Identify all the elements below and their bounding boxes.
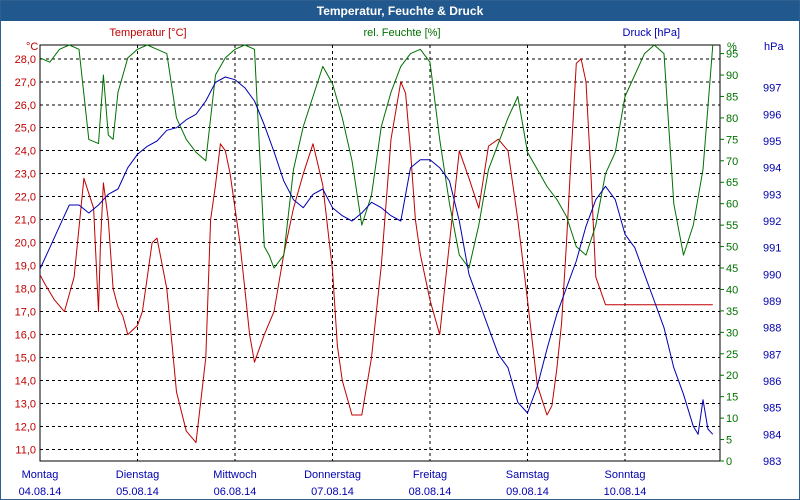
humidity-tick-label: 20 xyxy=(726,370,738,382)
pressure-tick-label: 991 xyxy=(763,243,781,255)
humidity-tick-label: 65 xyxy=(726,177,738,189)
humidity-tick-label: 90 xyxy=(726,70,738,82)
humidity-tick-label: 40 xyxy=(726,284,738,296)
pressure-unit: hPa xyxy=(764,41,784,53)
pressure-tick-label: 987 xyxy=(763,349,781,361)
pressure-tick-label: 995 xyxy=(763,136,781,148)
temperature-axis-title: Temperatur [°C] xyxy=(109,27,186,39)
temperature-tick-label: 19,0 xyxy=(15,261,36,273)
humidity-series-line xyxy=(39,44,714,269)
humidity-tick-label: 50 xyxy=(726,242,738,254)
pressure-tick-label: 994 xyxy=(763,163,781,175)
temperature-tick-label: 15,0 xyxy=(15,353,36,365)
humidity-tick-label: 60 xyxy=(726,199,738,211)
humidity-tick-label: 25 xyxy=(726,349,738,361)
pressure-tick-label: 985 xyxy=(763,403,781,415)
day-date-label: 06.08.14 xyxy=(214,486,257,498)
humidity-tick-label: 45 xyxy=(726,263,738,275)
humidity-tick-label: 35 xyxy=(726,306,738,318)
humidity-tick-label: 5 xyxy=(726,435,732,447)
day-name-label: Montag xyxy=(22,469,59,481)
humidity-tick-label: 80 xyxy=(726,113,738,125)
pressure-tick-label: 984 xyxy=(763,429,781,441)
temperature-tick-label: 28,0 xyxy=(15,54,36,66)
humidity-tick-label: 15 xyxy=(726,392,738,404)
pressure-tick-label: 986 xyxy=(763,376,781,388)
day-name-label: Samstag xyxy=(506,469,549,481)
temperature-tick-label: 16,0 xyxy=(15,330,36,342)
day-date-label: 10.08.14 xyxy=(604,486,647,498)
humidity-axis-title: rel. Feuchte [%] xyxy=(363,27,440,39)
plot-area xyxy=(39,44,721,462)
temperature-tick-label: 20,0 xyxy=(15,238,36,250)
day-name-label: Sonntag xyxy=(605,469,646,481)
day-date-label: 07.08.14 xyxy=(311,486,354,498)
window-title: Temperatur, Feuchte & Druck xyxy=(1,1,799,21)
pressure-tick-label: 992 xyxy=(763,216,781,228)
humidity-tick-label: 30 xyxy=(726,327,738,339)
temperature-tick-label: 25,0 xyxy=(15,123,36,135)
temperature-tick-label: 14,0 xyxy=(15,376,36,388)
day-name-label: Dienstag xyxy=(116,469,159,481)
temperature-tick-label: 21,0 xyxy=(15,215,36,227)
pressure-series-line xyxy=(39,76,714,435)
axes-group: 11,0 12,0 13,0 14,0 15,0 16,0 17,0 18,0 19,0 20,0… xyxy=(15,49,782,498)
day-date-label: 05.08.14 xyxy=(116,486,159,498)
pressure-axis-title: Druck [hPa] xyxy=(623,27,680,39)
humidity-tick-label: 55 xyxy=(726,220,738,232)
humidity-tick-label: 0 xyxy=(726,456,732,468)
temperature-tick-label: 17,0 xyxy=(15,307,36,319)
grid xyxy=(40,45,720,461)
pressure-tick-label: 997 xyxy=(763,83,781,95)
humidity-tick-label: 85 xyxy=(726,91,738,103)
day-date-label: 08.08.14 xyxy=(409,486,452,498)
temperature-tick-label: 24,0 xyxy=(15,146,36,158)
temperature-tick-label: 13,0 xyxy=(15,399,36,411)
humidity-tick-label: 75 xyxy=(726,134,738,146)
day-name-label: Freitag xyxy=(413,469,447,481)
pressure-tick-label: 988 xyxy=(763,323,781,335)
day-name-label: Mittwoch xyxy=(213,469,256,481)
day-date-label: 04.08.14 xyxy=(19,486,62,498)
pressure-tick-label: 993 xyxy=(763,189,781,201)
temperature-tick-label: 11,0 xyxy=(15,445,36,457)
temperature-tick-label: 22,0 xyxy=(15,192,36,204)
humidity-tick-label: 70 xyxy=(726,156,738,168)
series-group xyxy=(39,44,714,444)
pressure-tick-label: 989 xyxy=(763,296,781,308)
temperature-tick-label: 27,0 xyxy=(15,77,36,89)
temperature-tick-label: 23,0 xyxy=(15,169,36,181)
pressure-tick-label: 983 xyxy=(763,456,781,468)
temperature-tick-label: 26,0 xyxy=(15,100,36,112)
humidity-tick-label: 10 xyxy=(726,413,738,425)
pressure-tick-label: 990 xyxy=(763,269,781,281)
temperature-series-line xyxy=(39,58,713,444)
temperature-tick-label: 18,0 xyxy=(15,284,36,296)
humidity-unit: % xyxy=(727,41,737,53)
humidity-tick-label: 95 xyxy=(726,49,738,61)
day-date-label: 09.08.14 xyxy=(506,486,549,498)
pressure-tick-label: 996 xyxy=(763,109,781,121)
temperature-tick-label: 12,0 xyxy=(15,422,36,434)
day-name-label: Donnerstag xyxy=(304,469,361,481)
temperature-unit: °C xyxy=(26,41,38,53)
